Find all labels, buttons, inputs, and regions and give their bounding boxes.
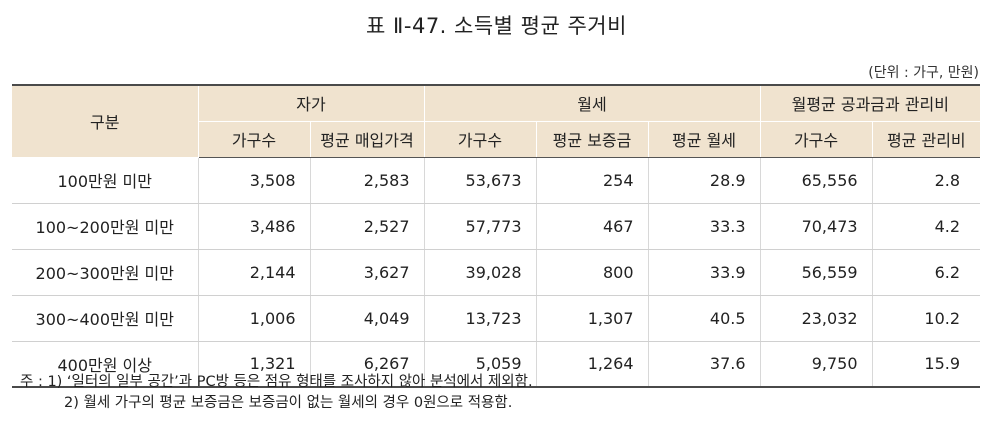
table-cell: 70,473	[760, 203, 873, 250]
header-cell: 평균 보증금	[536, 121, 649, 158]
table-cell: 3,508	[198, 157, 311, 204]
table-cell: 23,032	[760, 295, 873, 342]
table-cell: 40.5	[648, 295, 761, 342]
table-cell: 3,486	[198, 203, 311, 250]
table-cell: 56,559	[760, 249, 873, 296]
header-row-2: 가구수 평균 매입가격 가구수 평균 보증금 평균 월세 가구수 평균 관리비	[12, 121, 981, 158]
header-stub: 구분	[12, 84, 199, 158]
table-cell: 2.8	[872, 157, 981, 204]
row-label: 400만원 이상	[12, 341, 199, 388]
table-cell: 4.2	[872, 203, 981, 250]
header-group-fee: 월평균 공과금과 관리비	[760, 84, 981, 122]
table-cell: 4,049	[310, 295, 425, 342]
table-row: 200~300만원 미만 2,144 3,627 39,028 800 33.9…	[12, 249, 981, 296]
table-cell: 5,059	[424, 341, 537, 388]
table-cell: 6,267	[310, 341, 425, 388]
table-cell: 10.2	[872, 295, 981, 342]
header-cell: 가구수	[424, 121, 537, 158]
header-cell: 평균 매입가격	[310, 121, 425, 158]
table-row: 300~400만원 미만 1,006 4,049 13,723 1,307 40…	[12, 295, 981, 342]
table-row: 400만원 이상 1,321 6,267 5,059 1,264 37.6 9,…	[12, 341, 981, 388]
row-label: 200~300만원 미만	[12, 249, 199, 296]
table-row: 100만원 미만 3,508 2,583 53,673 254 28.9 65,…	[12, 157, 981, 204]
table-cell: 33.9	[648, 249, 761, 296]
table-cell: 33.3	[648, 203, 761, 250]
table-cell: 15.9	[872, 341, 981, 388]
row-label: 100~200만원 미만	[12, 203, 199, 250]
table-cell: 1,307	[536, 295, 649, 342]
table-cell: 6.2	[872, 249, 981, 296]
table-cell: 1,321	[198, 341, 311, 388]
table-cell: 1,006	[198, 295, 311, 342]
unit-label: (단위 : 가구, 만원)	[868, 65, 979, 81]
table-cell: 37.6	[648, 341, 761, 388]
header-group-own: 자가	[198, 84, 425, 122]
header-cell: 평균 월세	[648, 121, 761, 158]
table-cell: 28.9	[648, 157, 761, 204]
header-row-1: 구분 자가 월세 월평균 공과금과 관리비	[12, 84, 981, 158]
table-notes: 주 : 1) ‘일터의 일부 공간’과 PC방 등은 점유 형태를 조사하지 않…	[20, 372, 533, 414]
table-cell: 13,723	[424, 295, 537, 342]
table-cell: 2,527	[310, 203, 425, 250]
table-title: 표 Ⅱ-47. 소득별 평균 주거비	[366, 14, 627, 38]
table-cell: 254	[536, 157, 649, 204]
table-cell: 800	[536, 249, 649, 296]
table-cell: 57,773	[424, 203, 537, 250]
table-cell: 467	[536, 203, 649, 250]
note-line-2: 2) 월세 가구의 평균 보증금은 보증금이 없는 월세의 경우 0원으로 적용…	[64, 395, 513, 411]
note-line-1: 주 : 1) ‘일터의 일부 공간’과 PC방 등은 점유 형태를 조사하지 않…	[20, 374, 533, 390]
table-cell: 1,264	[536, 341, 649, 388]
row-label: 100만원 미만	[12, 157, 199, 204]
header-cell: 가구수	[198, 121, 311, 158]
table-cell: 9,750	[760, 341, 873, 388]
table-cell: 2,583	[310, 157, 425, 204]
row-label: 300~400만원 미만	[12, 295, 199, 342]
income-housing-cost-table: 구분 자가 월세 월평균 공과금과 관리비 가구수 평균 매입가격 가구수 평균…	[12, 84, 981, 388]
table-cell: 2,144	[198, 249, 311, 296]
table-cell: 65,556	[760, 157, 873, 204]
header-cell: 평균 관리비	[872, 121, 981, 158]
header-cell: 가구수	[760, 121, 873, 158]
table-cell: 39,028	[424, 249, 537, 296]
table-cell: 53,673	[424, 157, 537, 204]
table-cell: 3,627	[310, 249, 425, 296]
header-group-monthly: 월세	[424, 84, 761, 122]
table-row: 100~200만원 미만 3,486 2,527 57,773 467 33.3…	[12, 203, 981, 250]
